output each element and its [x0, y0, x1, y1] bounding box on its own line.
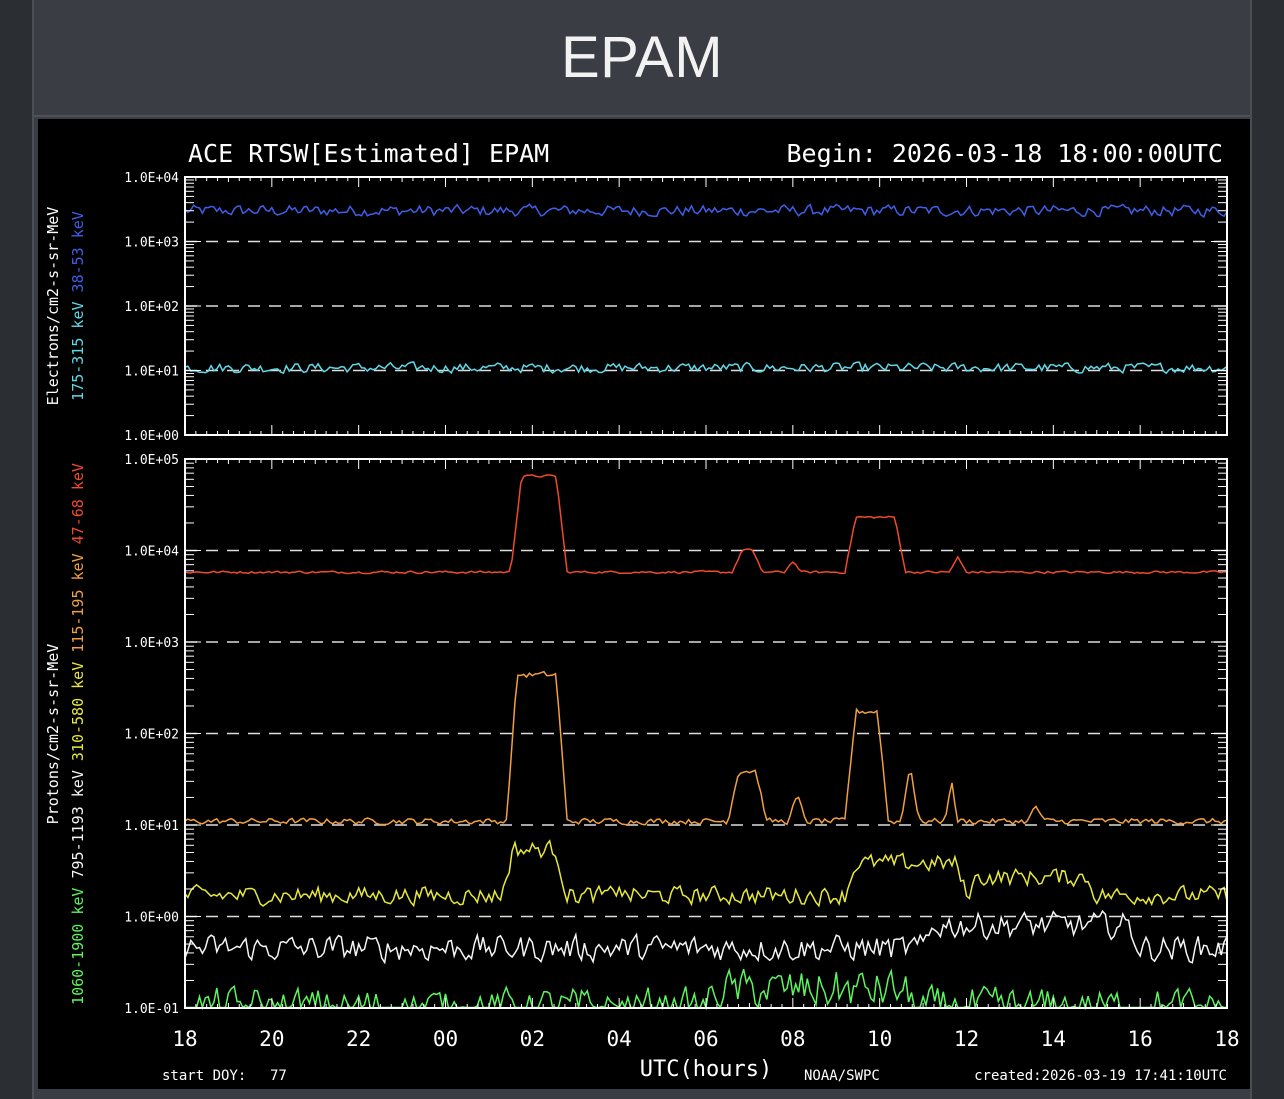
panel-frame-electrons	[184, 176, 1228, 436]
page-title: EPAM	[560, 25, 724, 90]
y-tick-label: 1.0E+00	[124, 429, 179, 444]
epam-chart-svg: 1.0E+00 1.0E+01 1.0E+02 1.0E+03 1.0E+04 1.0E-…	[44, 139, 1240, 1084]
series-line-795-1193-keV	[184, 909, 1228, 965]
panel-frame-protons	[184, 458, 1228, 1009]
series-line-310-580-keV	[184, 839, 1228, 908]
y-tick-label: 1.0E+04	[124, 545, 179, 560]
legend-entry: 310-580 keV	[69, 653, 87, 761]
x-tick-label: 18	[1214, 1027, 1239, 1051]
legend-entry: 115-195 keV	[69, 544, 87, 652]
x-axis-label: UTC(hours)	[640, 1057, 772, 1082]
epam-card: EPAM 1.0E+00 1.0E+01 1.0E+02 1.0E+03 1.0E+04…	[32, 0, 1252, 1099]
grid-lines	[185, 240, 1227, 918]
legend-entry: 175-315 keV	[69, 292, 87, 400]
y-tick-label: 1.0E+02	[124, 728, 179, 743]
legend-entry: 1060-1900 keV	[69, 879, 87, 1005]
series-line-38-53-keV	[184, 203, 1228, 219]
y-tick-label: 1.0E+02	[124, 300, 179, 315]
y-axis-label: Protons/cm2-s-sr-MeV	[44, 644, 62, 825]
x-tick-label: 06	[693, 1027, 718, 1051]
chart-title: ACE RTSW[Estimated] EPAM	[188, 139, 549, 168]
series-line-115-195-keV	[184, 670, 1228, 826]
x-tick-label: 10	[867, 1027, 892, 1051]
card-header: EPAM	[34, 0, 1250, 117]
legend-entry: 47-68 keV	[69, 463, 87, 544]
series-line-175-315-keV	[184, 361, 1228, 375]
start-doy-value: 77	[270, 1068, 287, 1084]
electrons-legend: 175-315 keV 38-53 keV	[69, 211, 87, 401]
y-tick-label: 1.0E+05	[124, 453, 179, 468]
series-lines	[184, 203, 1228, 1011]
electrons-ylabel: Electrons/cm2-s-sr-MeV	[44, 207, 62, 406]
y-tick-label: 1.0E+03	[124, 636, 179, 651]
panel-frames	[184, 176, 1228, 1009]
y-axis-label: Electrons/cm2-s-sr-MeV	[44, 207, 62, 406]
x-tick-label: 14	[1041, 1027, 1066, 1051]
x-tick-label: 16	[1128, 1027, 1153, 1051]
x-tick-label: 22	[346, 1027, 371, 1051]
protons-legend: 1060-1900 keV 795-1193 keV 310-580 keV 1…	[69, 463, 87, 1005]
y-tick-label: 1.0E+04	[124, 171, 179, 186]
created-label: created:2026-03-19 17:41:10UTC	[974, 1068, 1227, 1084]
y-tick-label: 1.0E+01	[124, 365, 179, 380]
series-line-47-68-keV	[184, 474, 1228, 575]
x-tick-label: 02	[520, 1027, 545, 1051]
x-tick-label: 12	[954, 1027, 979, 1051]
x-tick-label: 20	[259, 1027, 284, 1051]
chart-labels: 1.0E+00 1.0E+01 1.0E+02 1.0E+03 1.0E+04 1.0E-…	[44, 139, 1240, 1084]
epam-plot: 1.0E+00 1.0E+01 1.0E+02 1.0E+03 1.0E+04 1.0E-…	[38, 119, 1250, 1089]
start-doy-label: start DOY:	[162, 1068, 246, 1084]
legend-entry: 795-1193 keV	[69, 761, 87, 878]
legend-entry: 38-53 keV	[69, 211, 87, 292]
y-tick-label: 1.0E+00	[124, 911, 179, 926]
y-tick-label: 1.0E-01	[124, 1002, 179, 1017]
protons-ylabel: Protons/cm2-s-sr-MeV	[44, 644, 62, 825]
y-tick-label: 1.0E+03	[124, 236, 179, 251]
x-tick-label: 08	[780, 1027, 805, 1051]
x-tick-label: 18	[172, 1027, 197, 1051]
begin-label: Begin: 2026-03-18 18:00:00UTC	[787, 139, 1224, 168]
x-tick-label: 00	[433, 1027, 458, 1051]
source-label: NOAA/SWPC	[804, 1068, 880, 1084]
x-tick-label: 04	[607, 1027, 632, 1051]
y-tick-label: 1.0E+01	[124, 819, 179, 834]
